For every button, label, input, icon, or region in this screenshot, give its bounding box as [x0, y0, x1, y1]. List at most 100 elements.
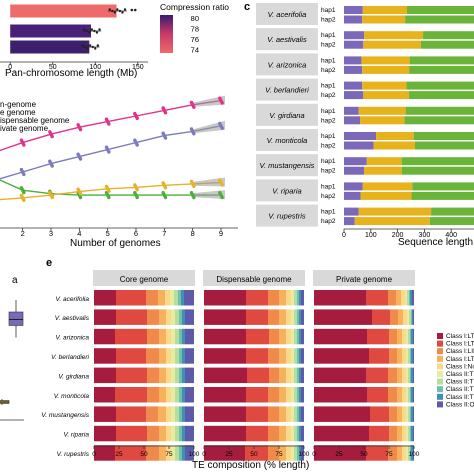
te-tick-label: 100	[299, 451, 310, 458]
te-segment	[291, 425, 294, 442]
te-segment	[279, 290, 286, 306]
haplotype-segment	[429, 217, 474, 226]
pan-chromosome-dot	[86, 47, 89, 50]
genome-name-label: V. acerifolia	[268, 10, 307, 19]
pangenome-curve	[0, 125, 222, 180]
pangenome-point	[192, 132, 196, 136]
te-segment	[406, 406, 408, 422]
pan-chromosome-dot	[111, 9, 114, 13]
te-segment	[159, 425, 166, 442]
te-segment	[299, 425, 301, 442]
te-legend-label: Class I:LTR	[446, 333, 474, 340]
te-segment	[314, 406, 370, 422]
haplotype-segment	[344, 15, 363, 24]
haplotype-segment	[409, 65, 474, 74]
haplotype-segment	[358, 207, 432, 216]
te-segment	[246, 328, 269, 345]
te-segment	[413, 348, 414, 364]
te-segment	[402, 445, 406, 461]
haplotype-label: hap2	[321, 143, 336, 150]
te-segment	[413, 445, 414, 461]
haplotype-segment	[406, 81, 474, 90]
compression-ratio-tick-label: 76	[191, 35, 199, 44]
te-segment	[204, 367, 247, 384]
haplotype-segment	[344, 6, 363, 14]
haplotype-segment	[344, 166, 365, 175]
te-segment	[413, 406, 414, 422]
te-segment	[297, 425, 299, 442]
te-segment	[314, 348, 369, 364]
te-segment	[279, 387, 286, 403]
haplotype-segment	[412, 182, 474, 191]
haplotype-segment	[408, 91, 474, 100]
te-segment	[185, 406, 194, 422]
haplotype-segment	[364, 31, 424, 40]
te-segment	[389, 328, 397, 345]
te-segment	[301, 367, 304, 384]
te-segment	[204, 328, 246, 345]
te-segment	[171, 445, 175, 461]
te-segment	[408, 425, 410, 442]
te-segment	[411, 387, 413, 403]
te-segment	[179, 309, 182, 325]
haplotype-segment	[411, 191, 474, 200]
haplotype-segment	[405, 15, 474, 24]
genome-name-box	[256, 3, 318, 25]
te-segment	[204, 309, 246, 325]
haplotype-segment	[360, 191, 412, 200]
pan-chromosome-dot	[123, 8, 127, 11]
pan-chromosome-bar-label: %	[2, 7, 9, 16]
pangenome-point	[50, 195, 54, 200]
genome-name-box	[256, 129, 318, 151]
te-segment	[184, 290, 194, 306]
pangenome-legend-label: ivate genome	[0, 124, 49, 133]
te-segment	[389, 348, 397, 364]
genome-name-box	[256, 103, 318, 126]
haplotype-label: hap1	[321, 183, 336, 190]
te-segment	[246, 425, 268, 442]
pan-chromosome-bar	[10, 4, 117, 18]
te-segment	[246, 387, 268, 403]
pan-chromosome-dot	[90, 28, 94, 31]
te-segment	[297, 367, 299, 384]
boxplot-boxes	[0, 300, 24, 405]
pangenome-confidence-band	[192, 120, 225, 134]
te-row-label: V. arizonica	[56, 335, 90, 342]
te-segment	[297, 328, 299, 345]
te-segment	[94, 445, 115, 461]
panel-c-label: c	[244, 1, 250, 13]
pangenome-point	[50, 134, 54, 139]
te-segment	[170, 290, 174, 306]
haplotype-segment	[362, 182, 413, 191]
te-segment	[402, 406, 406, 422]
te-segment	[174, 290, 178, 306]
compression-ratio-tick-label: 80	[191, 14, 199, 23]
te-segment	[401, 290, 405, 306]
boxplot-annotation: a	[12, 275, 18, 286]
haplotype-segment	[354, 217, 430, 226]
te-segment	[179, 406, 182, 422]
te-segment	[291, 348, 294, 364]
te-segment	[279, 425, 286, 442]
te-segment	[268, 290, 279, 306]
te-segment	[171, 309, 175, 325]
pan-chromosome-dot	[85, 29, 88, 33]
te-segment	[166, 406, 171, 422]
pan-chromosome-dot	[93, 29, 96, 33]
te-segment	[301, 445, 304, 461]
te-row-label: V. acerifolia	[56, 296, 90, 303]
te-segment	[268, 348, 279, 364]
te-segment	[204, 425, 246, 442]
te-legend-swatch	[437, 348, 443, 355]
haplotype-segment	[344, 116, 361, 125]
te-segment	[279, 309, 286, 325]
haplotype-tick-label: 200	[392, 232, 404, 239]
haplotype-segment	[401, 157, 474, 166]
te-segment	[279, 348, 286, 364]
pan-chromosome-dot	[133, 8, 137, 12]
pan-chromosome-dot	[91, 45, 94, 49]
te-row-label: V. berlandieri	[51, 354, 89, 361]
